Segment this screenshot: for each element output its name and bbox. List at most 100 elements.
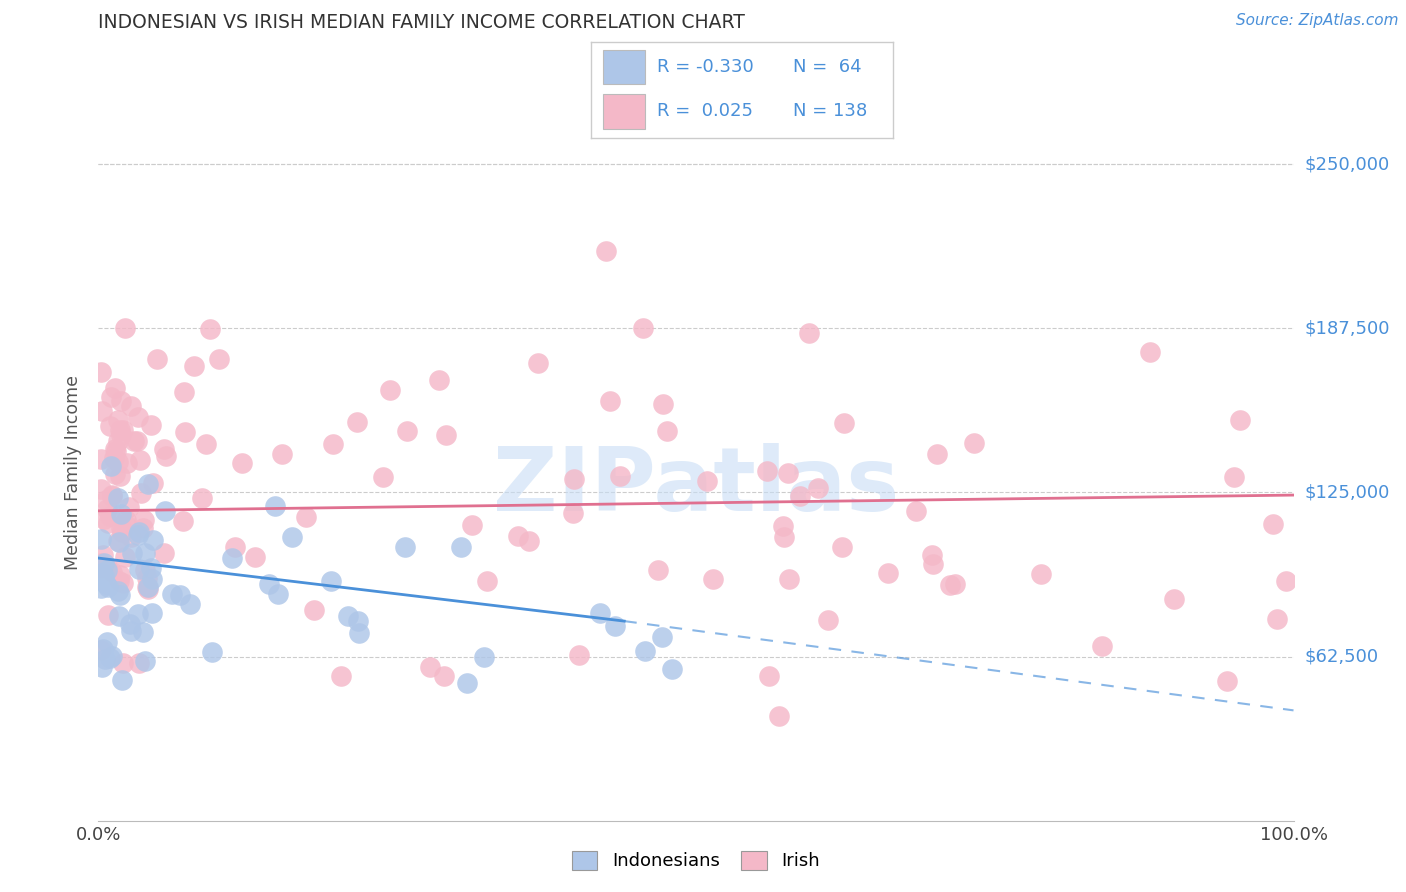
Text: R = -0.330: R = -0.330 — [657, 58, 754, 76]
Point — [142, 475, 165, 490]
Point — [773, 530, 796, 544]
Point — [108, 609, 131, 624]
Point — [477, 574, 499, 589]
Point — [1261, 517, 1284, 532]
Point — [136, 571, 159, 585]
Text: $125,000: $125,000 — [1305, 483, 1391, 501]
Point — [347, 614, 370, 628]
Point — [104, 442, 127, 457]
Point — [179, 598, 201, 612]
Point — [120, 624, 142, 639]
Point — [134, 563, 156, 577]
Point — [90, 532, 112, 546]
Point — [127, 607, 149, 621]
Point — [772, 519, 794, 533]
Point — [160, 587, 183, 601]
Point — [90, 556, 112, 570]
Point — [142, 533, 165, 547]
Point — [322, 437, 344, 451]
Point — [107, 413, 129, 427]
Point — [243, 550, 266, 565]
Point — [107, 533, 129, 548]
Point — [90, 581, 112, 595]
Point — [93, 512, 115, 526]
Point — [943, 577, 966, 591]
Point — [561, 506, 583, 520]
Point — [90, 659, 112, 673]
Point — [155, 449, 177, 463]
Point — [97, 608, 120, 623]
Point — [1216, 673, 1239, 688]
Point — [589, 607, 612, 621]
Point — [633, 321, 655, 335]
Point — [136, 582, 159, 596]
Point — [876, 566, 898, 580]
Point — [110, 469, 132, 483]
Point — [100, 390, 122, 404]
Point — [114, 549, 136, 564]
Point — [562, 472, 585, 486]
Point — [1091, 639, 1114, 653]
Point — [661, 662, 683, 676]
Point — [101, 648, 124, 663]
Point — [90, 482, 112, 496]
Point — [396, 424, 419, 438]
Point — [90, 643, 112, 657]
Text: R =  0.025: R = 0.025 — [657, 103, 754, 120]
Point — [224, 540, 246, 554]
Point — [603, 619, 626, 633]
Point — [115, 513, 138, 527]
Point — [221, 550, 243, 565]
Point — [657, 425, 679, 439]
Point — [939, 578, 962, 592]
Point — [281, 530, 304, 544]
Point — [1139, 345, 1161, 359]
Point — [132, 521, 155, 535]
Point — [90, 570, 112, 584]
Point — [94, 493, 117, 508]
Point — [768, 708, 790, 723]
Text: N =  64: N = 64 — [793, 58, 862, 76]
Point — [207, 351, 229, 366]
Point — [108, 423, 131, 437]
Point — [1265, 612, 1288, 626]
Point — [1229, 413, 1251, 427]
Point — [110, 427, 132, 442]
Point — [595, 244, 617, 258]
Text: INDONESIAN VS IRISH MEDIAN FAMILY INCOME CORRELATION CHART: INDONESIAN VS IRISH MEDIAN FAMILY INCOME… — [98, 13, 745, 32]
Point — [141, 607, 163, 621]
Text: $187,500: $187,500 — [1305, 319, 1391, 337]
Point — [198, 322, 221, 336]
Point — [100, 459, 122, 474]
Point — [121, 546, 143, 560]
Point — [696, 475, 718, 489]
Point — [450, 541, 472, 555]
Point — [93, 548, 115, 562]
Point — [127, 409, 149, 424]
Point — [127, 528, 149, 542]
Point — [1274, 574, 1296, 588]
Point — [97, 580, 120, 594]
Point — [146, 351, 169, 366]
Point — [807, 481, 830, 495]
Point — [90, 571, 112, 585]
Point — [128, 656, 150, 670]
Point — [132, 513, 155, 527]
Point — [1163, 592, 1185, 607]
Point — [107, 584, 129, 599]
Point — [104, 467, 127, 482]
Point — [904, 504, 927, 518]
Point — [755, 464, 778, 478]
Point — [129, 486, 152, 500]
Point — [200, 645, 222, 659]
Bar — [603, 50, 645, 85]
Point — [394, 540, 416, 554]
Point — [336, 609, 359, 624]
Point — [921, 549, 943, 563]
Point — [134, 654, 156, 668]
Point — [134, 545, 156, 559]
Point — [817, 613, 839, 627]
Point — [90, 573, 112, 587]
Point — [107, 491, 129, 505]
Point — [107, 455, 129, 469]
